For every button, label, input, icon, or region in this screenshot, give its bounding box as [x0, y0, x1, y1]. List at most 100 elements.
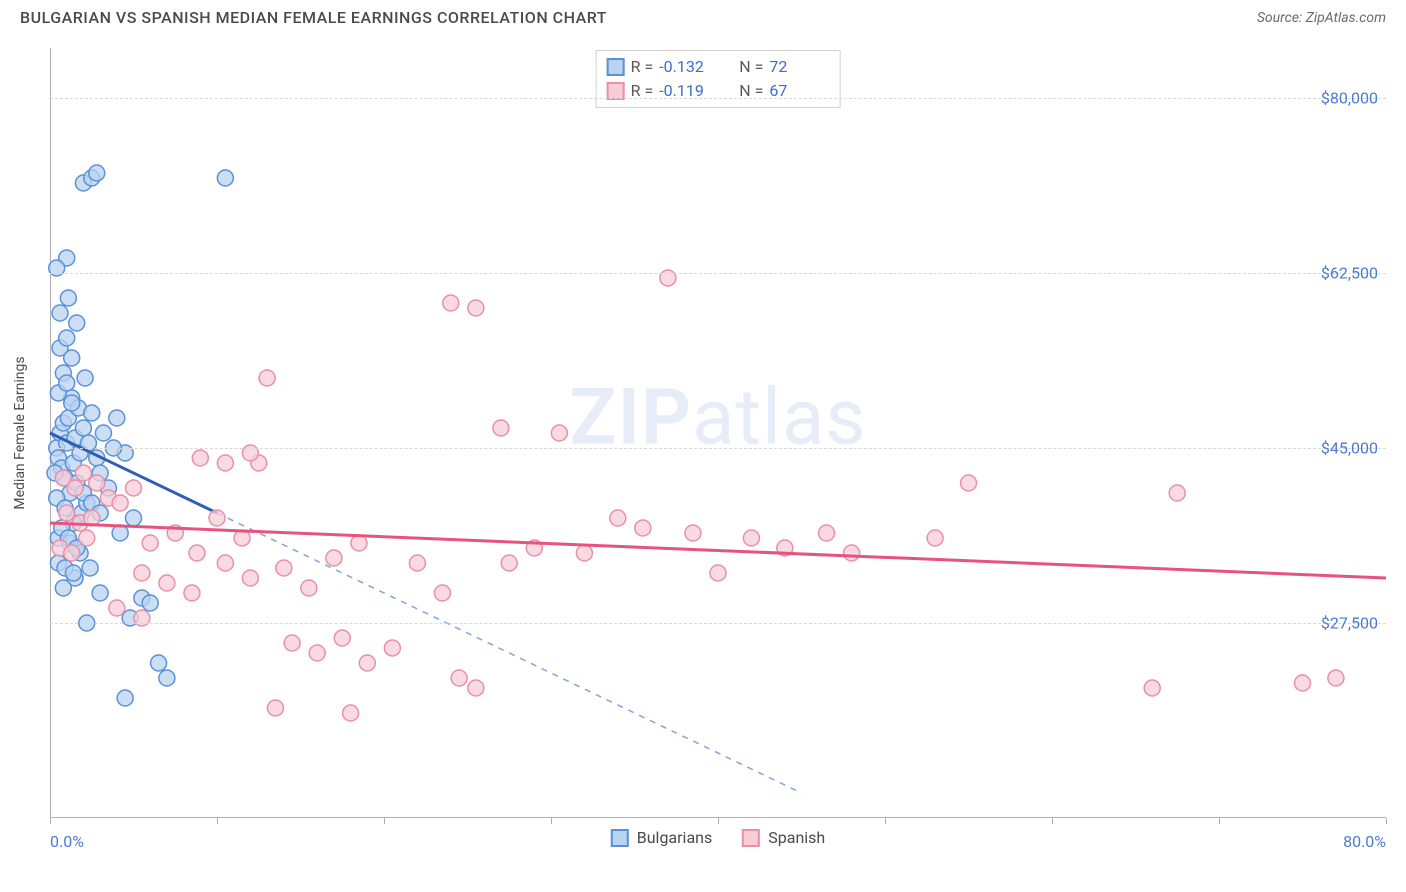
chart-title: BULGARIAN VS SPANISH MEDIAN FEMALE EARNI…	[20, 8, 607, 27]
data-point	[326, 550, 342, 566]
data-point	[151, 655, 167, 671]
chart-header: BULGARIAN VS SPANISH MEDIAN FEMALE EARNI…	[0, 0, 1406, 31]
y-tick-label: $27,500	[1321, 614, 1378, 633]
data-point	[610, 510, 626, 526]
data-point	[75, 420, 91, 436]
data-point	[109, 410, 125, 426]
data-point	[434, 585, 450, 601]
data-point	[69, 315, 85, 331]
x-tick	[551, 818, 552, 824]
data-point	[819, 525, 835, 541]
data-point	[126, 480, 142, 496]
data-point	[64, 350, 80, 366]
data-point	[209, 510, 225, 526]
data-point	[142, 595, 158, 611]
n-label: N =	[739, 79, 763, 103]
data-point	[59, 375, 75, 391]
data-point	[334, 630, 350, 646]
data-point	[79, 530, 95, 546]
data-point	[64, 545, 80, 561]
data-point	[84, 405, 100, 421]
data-point	[359, 655, 375, 671]
data-point	[89, 165, 105, 181]
data-point	[1169, 485, 1185, 501]
legend-swatch	[607, 58, 625, 76]
data-point	[82, 560, 98, 576]
data-point	[1328, 670, 1344, 686]
r-label: R =	[631, 55, 654, 79]
x-tick	[1219, 818, 1220, 824]
data-point	[77, 370, 93, 386]
data-point	[242, 570, 258, 586]
chart-area: Median Female Earnings ZIPatlas R =-0.13…	[50, 48, 1386, 818]
data-point	[576, 545, 592, 561]
data-point	[501, 555, 517, 571]
data-point	[184, 585, 200, 601]
n-label: N =	[739, 55, 763, 79]
data-point	[60, 290, 76, 306]
data-point	[443, 295, 459, 311]
data-point	[67, 480, 83, 496]
data-point	[284, 635, 300, 651]
data-point	[267, 700, 283, 716]
scatter-plot	[50, 48, 1386, 818]
x-tick	[217, 818, 218, 824]
y-tick-label: $80,000	[1321, 89, 1378, 108]
data-point	[217, 170, 233, 186]
data-point	[1295, 675, 1311, 691]
legend-item: Spanish	[742, 828, 825, 847]
legend-label: Spanish	[768, 828, 825, 847]
data-point	[159, 575, 175, 591]
legend-label: Bulgarians	[637, 828, 712, 847]
x-tick	[1052, 818, 1053, 824]
data-point	[551, 425, 567, 441]
data-point	[109, 600, 125, 616]
data-point	[259, 370, 275, 386]
legend-stats: R =-0.132 N =72R =-0.119 N =67	[596, 50, 841, 108]
legend-series: Bulgarians Spanish	[611, 828, 825, 847]
data-point	[92, 585, 108, 601]
data-point	[844, 545, 860, 561]
r-value: -0.119	[659, 79, 719, 103]
legend-item: Bulgarians	[611, 828, 712, 847]
data-point	[451, 670, 467, 686]
data-point	[409, 555, 425, 571]
data-point	[1144, 680, 1160, 696]
r-value: -0.132	[659, 55, 719, 79]
data-point	[635, 520, 651, 536]
data-point	[55, 580, 71, 596]
gridline	[50, 98, 1386, 99]
data-point	[134, 565, 150, 581]
y-tick-label: $45,000	[1321, 439, 1378, 458]
x-tick	[50, 818, 51, 824]
data-point	[710, 565, 726, 581]
data-point	[685, 525, 701, 541]
data-point	[59, 330, 75, 346]
data-point	[142, 535, 158, 551]
data-point	[95, 425, 111, 441]
legend-stat-row: R =-0.132 N =72	[607, 55, 830, 79]
gridline	[50, 273, 1386, 274]
data-point	[301, 580, 317, 596]
data-point	[927, 530, 943, 546]
legend-swatch	[611, 829, 629, 847]
data-point	[189, 545, 205, 561]
n-value: 67	[769, 79, 829, 103]
data-point	[384, 640, 400, 656]
data-point	[217, 455, 233, 471]
legend-stat-row: R =-0.119 N =67	[607, 79, 830, 103]
data-point	[65, 565, 81, 581]
data-point	[59, 505, 75, 521]
data-point	[126, 510, 142, 526]
gridline	[50, 623, 1386, 624]
x-tick	[1386, 818, 1387, 824]
gridline	[50, 448, 1386, 449]
data-point	[276, 560, 292, 576]
legend-swatch	[742, 829, 760, 847]
n-value: 72	[769, 55, 829, 79]
data-point	[89, 475, 105, 491]
data-point	[961, 475, 977, 491]
data-point	[159, 670, 175, 686]
x-tick	[718, 818, 719, 824]
x-tick	[384, 818, 385, 824]
